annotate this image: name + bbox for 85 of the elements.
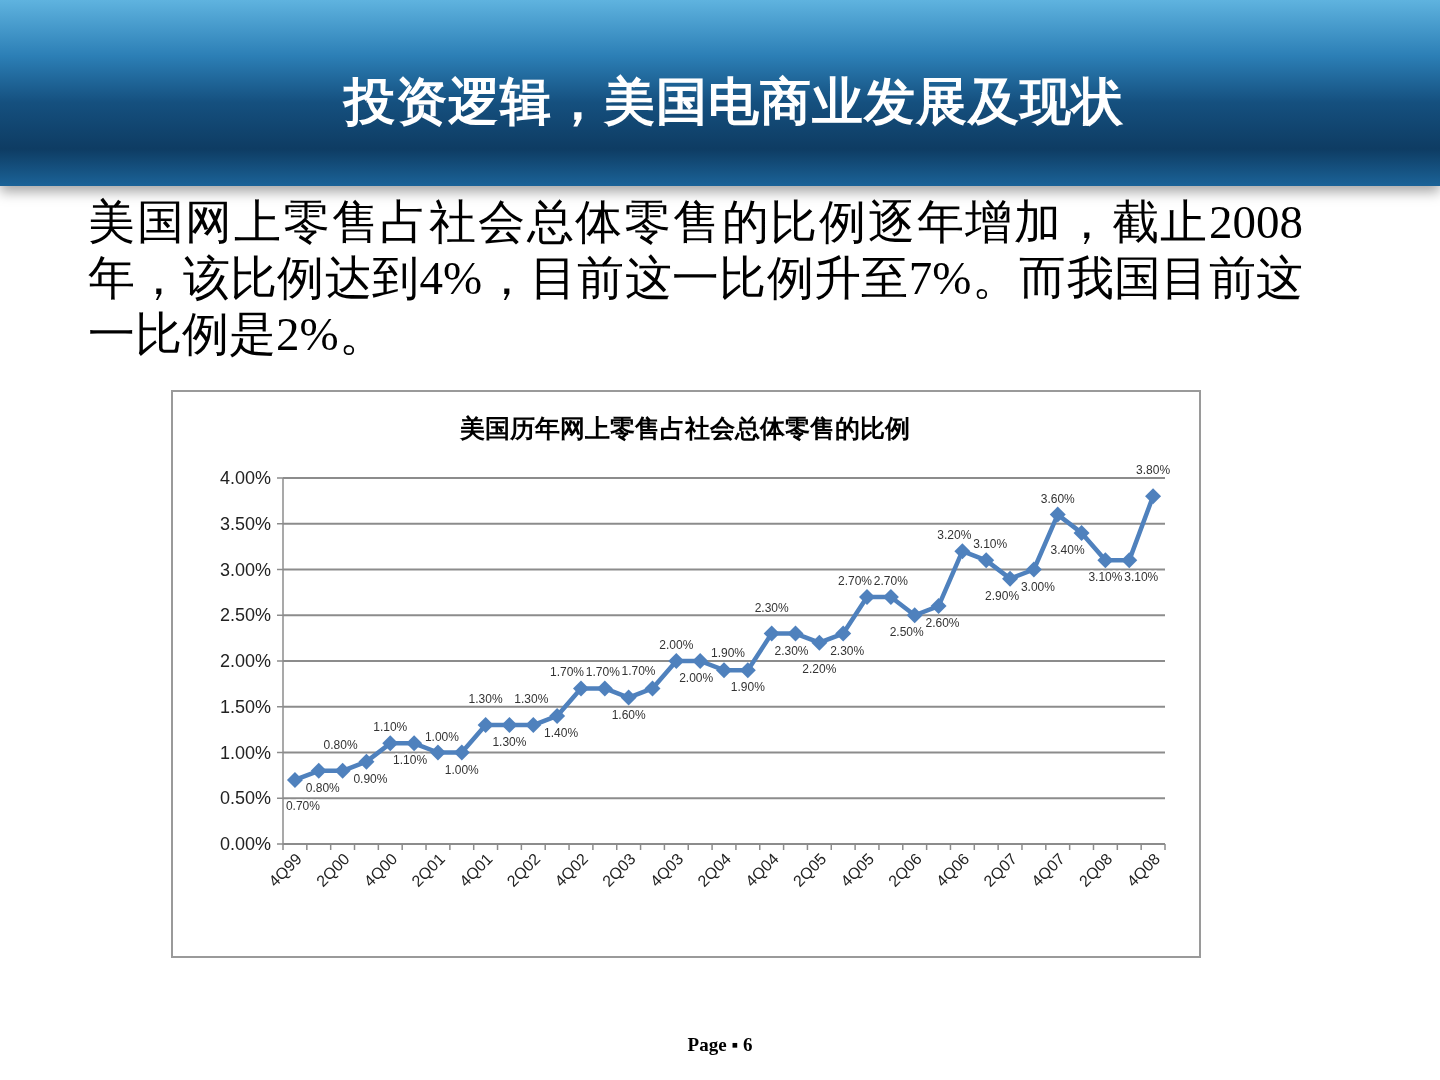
data-label: 2.30% <box>830 643 865 658</box>
point <box>954 543 971 560</box>
y-tick-label: 0.50% <box>219 788 271 809</box>
data-label: 2.00% <box>659 638 694 652</box>
data-label: 2.50% <box>889 625 925 640</box>
data-label: 3.80% <box>1136 463 1171 478</box>
data-label: 3.60% <box>1040 491 1076 506</box>
data-label: 3.00% <box>1020 579 1056 594</box>
data-label: 3.40% <box>1050 542 1085 557</box>
data-label: 1.00% <box>444 762 480 777</box>
point <box>596 680 613 697</box>
data-label: 3.10% <box>973 537 1008 552</box>
data-label: 0.70% <box>285 798 321 813</box>
point <box>310 762 327 779</box>
data-label: 2.60% <box>925 616 960 631</box>
data-label: 1.90% <box>730 680 766 695</box>
point <box>716 662 732 679</box>
y-tick-label: 0.00% <box>219 834 271 854</box>
point <box>1002 570 1019 587</box>
text: 美国网上零售占社会总体零售的比例逐年增加，截止2008年，该比例达到4%，目前这一比例升至7%。而我国目前这一比例是2%。 <box>88 195 1303 362</box>
point <box>334 762 351 779</box>
data-label: 2.30% <box>754 600 790 615</box>
data-label: 1.90% <box>710 646 746 661</box>
data-label: 1.00% <box>424 729 460 744</box>
chart-title: 美国历年网上零售占社会总体零售的比例 <box>459 414 910 443</box>
data-label: 2.70% <box>873 573 909 588</box>
point <box>453 744 470 761</box>
y-tick-label: 1.50% <box>219 696 271 717</box>
point <box>572 680 589 697</box>
data-label: 2.70% <box>838 573 873 588</box>
point <box>501 717 518 734</box>
point <box>763 625 780 642</box>
point <box>406 735 423 752</box>
point <box>787 625 804 642</box>
point <box>525 717 542 734</box>
point <box>1049 506 1066 523</box>
point <box>644 680 661 697</box>
data-label: 1.40% <box>544 725 579 740</box>
data-label: 3.10% <box>1124 570 1159 585</box>
point <box>1097 552 1114 569</box>
point <box>286 771 303 788</box>
text: Page ▪ 6 <box>686 1034 754 1056</box>
point <box>1025 561 1042 578</box>
data-label: 2.90% <box>985 588 1020 603</box>
data-label: 1.70% <box>549 665 585 680</box>
point <box>835 625 852 642</box>
data-label: 0.80% <box>305 780 341 795</box>
data-label: 1.30% <box>514 692 549 707</box>
y-tick-label: 3.50% <box>219 513 271 534</box>
point <box>429 744 446 761</box>
data-label: 1.60% <box>611 707 646 722</box>
point <box>477 717 494 734</box>
data-label: 1.10% <box>393 753 428 768</box>
point <box>692 653 709 669</box>
y-tick-label: 2.50% <box>219 605 271 626</box>
data-label: 0.80% <box>323 737 358 752</box>
data-label: 1.70% <box>585 665 621 680</box>
y-tick-label: 2.00% <box>219 651 271 671</box>
data-label: 1.30% <box>468 692 503 707</box>
point <box>930 598 947 615</box>
data-label: 1.30% <box>492 735 527 750</box>
data-label: 2.20% <box>802 661 837 676</box>
data-label: 3.20% <box>937 528 972 543</box>
point <box>1145 488 1162 505</box>
data-label: 0.90% <box>353 771 388 786</box>
text: 投资逻辑，美国电商业发展及现状 <box>342 71 1125 133</box>
point <box>739 662 756 679</box>
point <box>1073 524 1090 541</box>
y-tick-label: 1.00% <box>219 742 271 763</box>
point <box>549 707 566 724</box>
point <box>358 753 375 770</box>
data-label: 3.10% <box>1088 570 1123 585</box>
point <box>620 689 637 706</box>
data-label: 2.30% <box>774 643 809 658</box>
y-tick-label: 3.00% <box>219 559 271 580</box>
point <box>382 735 399 752</box>
point <box>811 634 828 651</box>
data-label: 1.70% <box>621 664 656 679</box>
point <box>1121 552 1138 569</box>
point <box>906 607 923 624</box>
y-tick-label: 4.00% <box>219 468 271 488</box>
data-label: 2.00% <box>679 671 714 685</box>
data-label: 1.10% <box>373 720 408 735</box>
point <box>978 552 995 569</box>
point <box>668 653 685 669</box>
